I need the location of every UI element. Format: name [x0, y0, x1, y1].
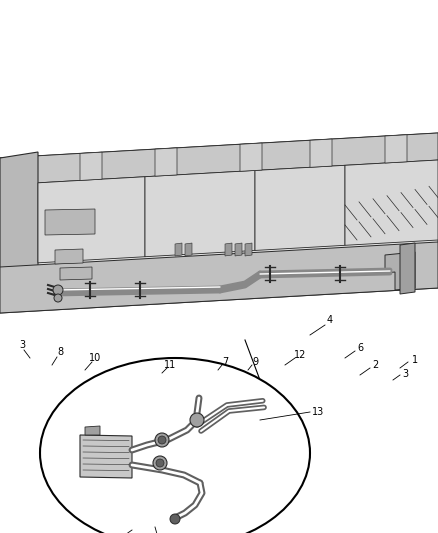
- Polygon shape: [385, 135, 407, 163]
- Polygon shape: [80, 152, 102, 181]
- Polygon shape: [0, 242, 438, 313]
- Polygon shape: [255, 165, 345, 251]
- Polygon shape: [55, 249, 83, 264]
- Polygon shape: [240, 143, 262, 171]
- Circle shape: [53, 285, 63, 295]
- Polygon shape: [155, 148, 177, 176]
- Text: 12: 12: [294, 350, 306, 360]
- Polygon shape: [310, 139, 332, 167]
- Ellipse shape: [40, 358, 310, 533]
- Polygon shape: [38, 177, 145, 263]
- Text: 3: 3: [402, 369, 408, 379]
- Polygon shape: [235, 243, 242, 256]
- Polygon shape: [175, 243, 182, 256]
- Polygon shape: [185, 243, 192, 256]
- Polygon shape: [85, 426, 100, 435]
- Text: 7: 7: [222, 357, 228, 367]
- Text: 3: 3: [19, 340, 25, 350]
- Text: 8: 8: [57, 347, 63, 357]
- Text: 9: 9: [252, 357, 258, 367]
- Polygon shape: [345, 160, 438, 245]
- Circle shape: [190, 413, 204, 427]
- Text: 1: 1: [412, 355, 418, 365]
- Polygon shape: [0, 133, 438, 313]
- Circle shape: [170, 514, 180, 524]
- Circle shape: [54, 294, 62, 302]
- Polygon shape: [0, 152, 38, 300]
- Text: 4: 4: [327, 315, 333, 325]
- Text: 2: 2: [372, 360, 378, 370]
- Polygon shape: [60, 267, 92, 280]
- Text: 11: 11: [164, 360, 176, 370]
- Polygon shape: [400, 243, 415, 294]
- Polygon shape: [245, 243, 252, 256]
- Polygon shape: [45, 209, 95, 235]
- Circle shape: [153, 456, 167, 470]
- Circle shape: [156, 459, 164, 467]
- Polygon shape: [385, 252, 415, 290]
- Polygon shape: [225, 243, 232, 256]
- Text: 6: 6: [357, 343, 363, 353]
- Text: 10: 10: [89, 353, 101, 363]
- Circle shape: [155, 433, 169, 447]
- Circle shape: [158, 436, 166, 444]
- Polygon shape: [80, 435, 132, 478]
- Polygon shape: [145, 171, 255, 257]
- Polygon shape: [0, 133, 438, 185]
- Text: 13: 13: [312, 407, 324, 417]
